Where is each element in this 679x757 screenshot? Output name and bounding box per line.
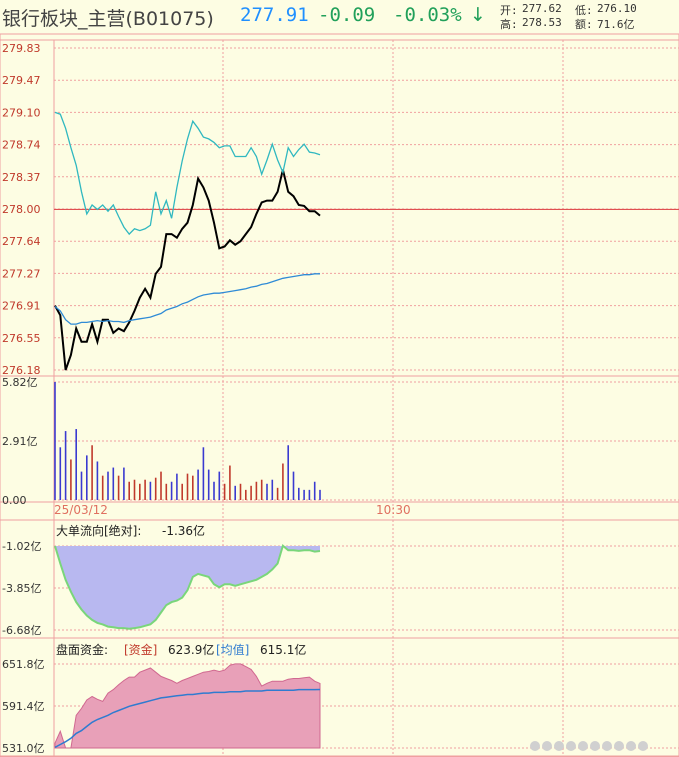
capital-fund-value: 623.9亿 [168, 643, 215, 657]
flow-title: 大单流向[绝对]: [56, 524, 142, 538]
open-value: 277.62 [522, 2, 562, 15]
high-label: 高: [500, 18, 518, 31]
capital-avg-label[interactable]: [均值] [216, 643, 250, 657]
y-tick-label: -3.85亿 [2, 582, 41, 595]
amount-label: 额: [575, 18, 593, 31]
y-tick-label: 279.83 [2, 42, 41, 55]
plot-area [54, 111, 321, 749]
capital-fund-area [54, 663, 321, 749]
y-tick-label: 0.00 [2, 494, 27, 507]
y-tick-label: 279.10 [2, 106, 41, 119]
y-tick-label: 5.82亿 [2, 376, 38, 389]
capital-title: 盘面资金: [56, 643, 109, 657]
average-line [54, 273, 320, 325]
amount-value: 71.6亿 [597, 18, 635, 31]
y-tick-label: -1.02亿 [2, 540, 41, 553]
y-tick-label: 279.47 [2, 74, 41, 87]
capital-avg-value: 615.1亿 [260, 643, 307, 657]
quote-header: 银行板块_主营(B01075) 277.91 -0.09 -0.03% ↓ 开:… [0, 0, 679, 34]
chart-frame [0, 33, 679, 757]
flow-line [54, 543, 321, 630]
low-label: 低: [575, 4, 593, 17]
open-label: 开: [500, 4, 518, 17]
time-label: 10:30 [376, 503, 411, 517]
page-dot-icon[interactable] [530, 741, 540, 751]
page-dot-icon[interactable] [578, 741, 588, 751]
y-tick-label: 277.27 [2, 267, 41, 280]
y-tick-label: 531.0亿 [2, 742, 45, 755]
instrument-title: 银行板块_主营(B01075) [2, 8, 214, 30]
y-tick-label: 278.00 [2, 203, 41, 216]
price-line [54, 169, 321, 371]
page-dot-icon[interactable] [590, 741, 600, 751]
high-value: 278.53 [522, 16, 562, 29]
down-arrow-icon: ↓ [470, 4, 486, 26]
page-dot-icon[interactable] [566, 741, 576, 751]
y-tick-label: -6.68亿 [2, 624, 41, 637]
page-dot-icon[interactable] [602, 741, 612, 751]
flow-value: -1.36亿 [162, 524, 206, 538]
y-tick-label: 276.18 [2, 364, 41, 377]
low-value: 276.10 [597, 2, 637, 15]
page-dot-icon[interactable] [626, 741, 636, 751]
flow-area [55, 545, 320, 629]
y-tick-label: 591.4亿 [2, 700, 45, 713]
page-dot-icon[interactable] [614, 741, 624, 751]
y-tick-label: 277.64 [2, 235, 41, 248]
y-tick-label: 2.91亿 [2, 435, 38, 448]
upper-line [54, 111, 321, 236]
page-dot-icon[interactable] [554, 741, 564, 751]
page-dot-icon[interactable] [542, 741, 552, 751]
date-label: 25/03/12 [54, 503, 108, 517]
y-tick-label: 278.74 [2, 139, 41, 152]
capital-average-line [54, 688, 321, 748]
y-tick-label: 651.8亿 [2, 658, 45, 671]
price-change-percent: -0.03% [393, 4, 462, 26]
page-indicator[interactable] [530, 736, 670, 751]
y-tick-label: 276.55 [2, 332, 41, 345]
page-dot-icon[interactable] [638, 741, 648, 751]
capital-fund-label[interactable]: [资金] [124, 643, 158, 657]
price-change: -0.09 [318, 4, 376, 26]
y-tick-label: 278.37 [2, 171, 41, 184]
y-tick-label: 276.91 [2, 300, 41, 313]
last-price: 277.91 [240, 4, 309, 26]
